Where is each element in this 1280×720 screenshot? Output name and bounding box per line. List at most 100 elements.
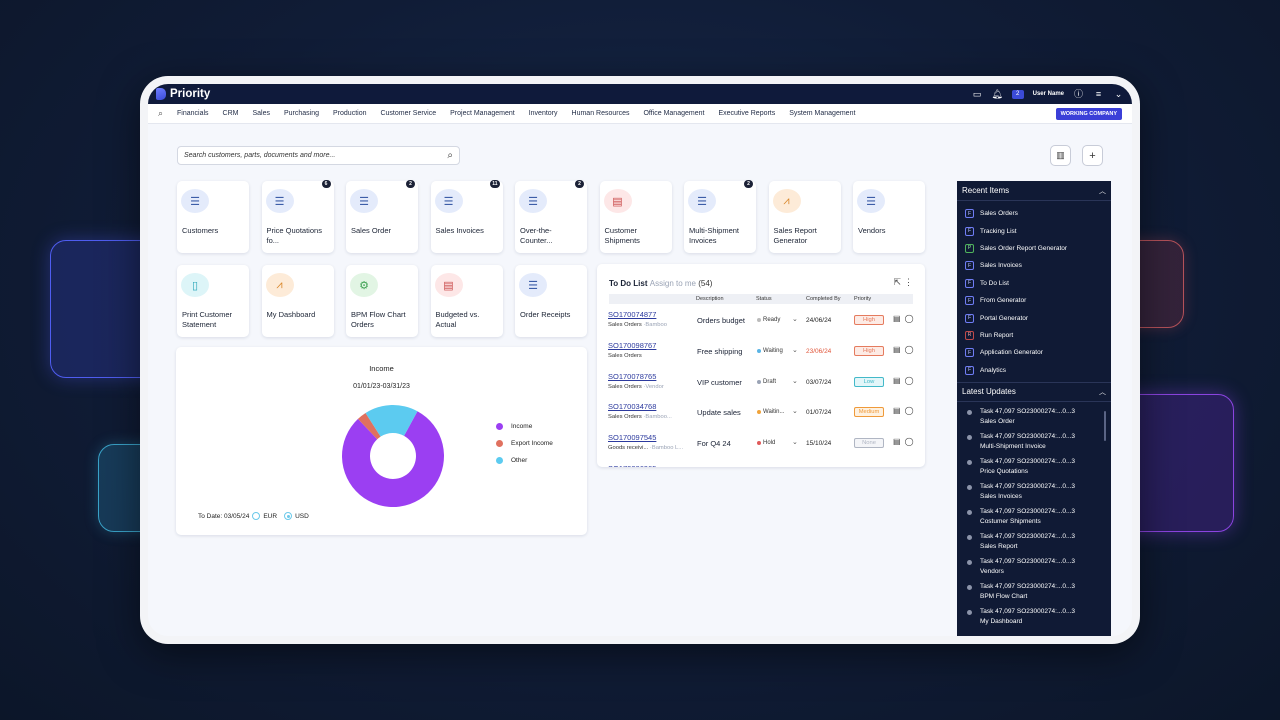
donut-slice-other[interactable]: [365, 405, 418, 437]
recent-item[interactable]: F Sales Invoices: [957, 257, 1111, 274]
update-item[interactable]: Task 47,097 SO23000274:...0...3 Multi-Shi…: [957, 430, 1111, 455]
menu-production[interactable]: Production: [333, 110, 367, 117]
menu-project-management[interactable]: Project Management: [450, 110, 515, 117]
column-header[interactable]: Completed By: [803, 294, 851, 304]
update-item[interactable]: Task 47,097 SO23000274:...0...3 Vendors: [957, 555, 1111, 580]
update-item[interactable]: Task 47,097 SO23000274:...0...3 BPM Flow …: [957, 580, 1111, 605]
comment-icon[interactable]: ◯: [904, 375, 914, 385]
user-name[interactable]: User Name: [1032, 91, 1064, 97]
order-code-link[interactable]: SO170078765: [608, 371, 657, 381]
priority-badge[interactable]: Low: [854, 376, 884, 387]
tile-budgeted-vs-actual[interactable]: ▤ Budgeted vs. Actual: [430, 265, 503, 337]
app-logo[interactable]: Priority: [156, 88, 210, 100]
tile-sales-report-generator[interactable]: ⩘ Sales Report Generator: [768, 181, 841, 253]
global-search-input[interactable]: Search customers, parts, documents and m…: [177, 146, 460, 165]
id-card-icon[interactable]: ▭: [972, 88, 982, 99]
tile-print-customer-statement[interactable]: ▯ Print Customer Statement: [177, 265, 249, 337]
chevron-down-icon[interactable]: ⌄: [792, 346, 798, 354]
tile-price-quotations-fo[interactable]: ☰ Price Quotations fo... 6: [261, 180, 334, 253]
document-icon[interactable]: ▤: [893, 314, 901, 323]
search-icon[interactable]: ⌕: [158, 108, 164, 118]
update-item[interactable]: Task 47,097 SO23000274:...0...3 Sales Inv…: [957, 480, 1111, 505]
document-icon[interactable]: ▤: [893, 437, 901, 447]
recent-item[interactable]: R Run Report: [957, 327, 1111, 344]
update-item[interactable]: Task 47,097 SO23000274:...0...3 Sales Ord…: [957, 405, 1111, 430]
recent-item[interactable]: F Tracking List: [957, 222, 1111, 239]
order-code-link[interactable]: SO170386965: [608, 464, 656, 467]
eur-radio[interactable]: [252, 512, 261, 520]
hamburger-menu-icon[interactable]: ≡: [1095, 88, 1102, 99]
order-code-link[interactable]: SO170034768: [608, 402, 657, 412]
donut-slice-income[interactable]: [342, 411, 444, 507]
tile-my-dashboard[interactable]: ⩘ My Dashboard: [261, 265, 334, 337]
open-external-icon[interactable]: ⇱: [893, 277, 901, 287]
chevron-up-icon[interactable]: ︿: [1099, 187, 1106, 195]
menu-crm[interactable]: CRM: [222, 110, 239, 117]
recent-item[interactable]: F Portal Generator: [957, 309, 1111, 326]
table-row[interactable]: SO170098767 Sales Orders Free shipping Wait…: [597, 337, 925, 368]
comment-icon[interactable]: ◯: [904, 344, 914, 354]
tile-over-the-counter[interactable]: ☰ Over-the-Counter... 2: [515, 180, 587, 253]
legend-item[interactable]: Export Income: [496, 440, 553, 447]
chevron-down-icon[interactable]: ⌄: [792, 408, 798, 416]
menu-inventory[interactable]: Inventory: [528, 110, 558, 117]
update-item[interactable]: Task 47,097 SO23000274:...0...3 Price Quo…: [957, 455, 1111, 480]
chevron-down-icon[interactable]: ⌄: [792, 439, 798, 447]
recent-item[interactable]: F Application Generator: [957, 344, 1111, 361]
tile-order-receipts[interactable]: ☰ Order Receipts: [515, 265, 587, 337]
scrollbar[interactable]: [1104, 411, 1106, 441]
todo-subtitle[interactable]: Assign to me: [649, 279, 696, 288]
search-icon[interactable]: ⌕: [447, 150, 453, 161]
tile-bpm-flow-chart-orders[interactable]: ⚙ BPM Flow Chart Orders: [346, 265, 418, 337]
chevron-up-icon[interactable]: ︿: [1099, 388, 1106, 396]
document-icon[interactable]: ▤: [893, 344, 901, 354]
comment-icon[interactable]: ◯: [904, 406, 914, 416]
status-select[interactable]: Waiting: [757, 348, 783, 354]
usd-radio[interactable]: [284, 512, 293, 520]
column-header[interactable]: Priority: [851, 294, 913, 304]
legend-item[interactable]: Other: [496, 457, 553, 464]
chevron-down-icon[interactable]: ⌄: [792, 377, 798, 385]
more-vertical-icon[interactable]: ⋮: [904, 277, 913, 287]
recent-item[interactable]: P Sales Order Report Generator: [957, 240, 1111, 257]
order-code-link[interactable]: SO170074877: [608, 310, 657, 319]
tile-sales-invoices[interactable]: ☰ Sales Invoices 11: [430, 180, 503, 253]
users-icon[interactable]: 2: [1011, 89, 1024, 99]
status-select[interactable]: Hold: [757, 440, 775, 446]
latest-updates-header[interactable]: Latest Updates ︿: [957, 381, 1111, 402]
company-badge[interactable]: WORKING COMPANY: [1055, 107, 1122, 120]
status-select[interactable]: Draft: [757, 379, 776, 385]
chevron-down-icon[interactable]: ⌄: [1114, 88, 1123, 99]
column-header[interactable]: Status: [753, 294, 803, 304]
menu-system-management[interactable]: System Management: [789, 110, 856, 117]
tile-sales-order[interactable]: ☰ Sales Order 2: [346, 180, 418, 253]
menu-financials[interactable]: Financials: [177, 110, 209, 117]
update-item[interactable]: Task 47,097 SO23000274:...0...3 My Dashbo…: [957, 605, 1111, 630]
recent-item[interactable]: F Sales Orders: [957, 205, 1111, 222]
table-row[interactable]: SO170078765 Sales Orders ·Vendor VIP custo…: [597, 368, 925, 399]
order-code-link[interactable]: SO170098767: [608, 340, 657, 350]
update-item[interactable]: Task 47,097 SO23000274:...0...3 Costumer …: [957, 505, 1111, 530]
menu-purchasing[interactable]: Purchasing: [283, 110, 320, 117]
table-row[interactable]: SO170034768 Sales Orders ·Bamboo... Update…: [597, 398, 925, 429]
donut-slice-export-income[interactable]: [357, 413, 381, 440]
status-select[interactable]: Ready: [757, 317, 780, 323]
menu-sales[interactable]: Sales: [252, 110, 270, 117]
menu-customer-service[interactable]: Customer Service: [380, 110, 437, 117]
tile-customer-shipments[interactable]: ▤ Customer Shipments: [599, 181, 672, 253]
priority-badge[interactable]: None: [854, 438, 884, 449]
menu-executive-reports[interactable]: Executive Reports: [718, 110, 776, 117]
bell-icon[interactable]: 🔔︎: [991, 88, 1003, 99]
priority-badge[interactable]: High: [854, 315, 884, 325]
menu-human-resources[interactable]: Human Resources: [571, 110, 630, 117]
add-chart-button[interactable]: ▥: [1050, 145, 1071, 166]
comment-icon[interactable]: ◯: [904, 437, 914, 447]
status-select[interactable]: Waitin...: [757, 409, 784, 415]
tile-customers[interactable]: ☰ Customers: [177, 181, 249, 253]
table-row[interactable]: SO170386965: [597, 460, 925, 467]
recent-item[interactable]: F From Generator: [957, 292, 1111, 309]
recent-items-header[interactable]: Recent Items ︿: [957, 181, 1111, 201]
comment-icon[interactable]: ◯: [904, 314, 914, 323]
document-icon[interactable]: ▤: [893, 375, 901, 385]
add-button[interactable]: +: [1082, 145, 1103, 166]
